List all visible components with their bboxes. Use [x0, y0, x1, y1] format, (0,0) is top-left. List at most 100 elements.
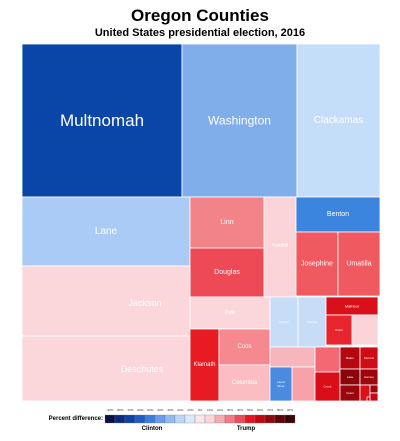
legend-swatch — [104, 414, 116, 424]
legend-tick-label: 40% — [237, 408, 243, 412]
county-cell-linn — [189, 196, 265, 249]
legend-tick-label: 30% — [227, 408, 233, 412]
county-label-josephine: Josephine — [301, 261, 333, 268]
legend-swatch — [284, 414, 296, 424]
county-label-baker: Baker — [346, 356, 354, 360]
legend-swatch — [134, 414, 146, 424]
county-label-linn: Linn — [220, 219, 233, 226]
county-cell-clackamas — [296, 43, 381, 198]
legend-tick-label: 20% — [217, 408, 223, 412]
legend-tick-label: 0% — [198, 408, 203, 412]
county-cell-clatsop — [297, 296, 327, 348]
county-label-morrow: Morrow — [364, 356, 375, 360]
county-label-washington: Washington — [208, 114, 271, 128]
legend-tick-label: -70% — [126, 408, 133, 412]
legend: Percent difference: -90% -80% -70% -60% -50%… — [49, 408, 296, 432]
county-label-douglas: Douglas — [214, 269, 240, 276]
county-cell-columbia — [218, 364, 271, 402]
legend-swatch — [174, 414, 186, 424]
legend-tick-label: -10% — [186, 408, 193, 412]
legend-swatch — [194, 414, 206, 424]
legend-tick-label: -40% — [156, 408, 163, 412]
county-label-jackson: Jackson — [128, 298, 161, 308]
county-label-lane: Lane — [95, 226, 118, 237]
county-cell-tillamook — [351, 314, 379, 346]
legend-swatch — [114, 414, 126, 424]
legend-ticks: -90% -80% -70% -60% -50% -40% -30% -20% -10% 0% 10… — [106, 408, 293, 412]
county-cell-multnomah — [21, 43, 183, 198]
county-cell-union — [325, 314, 353, 346]
legend-swatch — [234, 414, 246, 424]
county-label-lake: Lake — [347, 375, 354, 379]
county-label-hood-river: Hood River — [277, 380, 285, 388]
county-cell-lane — [21, 196, 191, 267]
treemap-cells: Multnomah Washington Clackamas Lane Linn Doug… — [21, 43, 381, 402]
county-cell-douglas — [189, 247, 265, 298]
county-label-columbia: Columbia — [232, 380, 258, 386]
county-cell-jackson — [21, 265, 191, 337]
legend-tick-label: -50% — [146, 408, 153, 412]
legend-swatch — [164, 414, 176, 424]
county-label-yamhill: Yamhill — [272, 243, 288, 249]
county-label-grant: Grant — [346, 391, 354, 395]
legend-tick-label: -80% — [116, 408, 123, 412]
legend-swatch — [254, 414, 266, 424]
county-cell-benton — [295, 196, 381, 233]
legend-tick-label: -90% — [106, 408, 113, 412]
county-cell-lincoln — [269, 296, 299, 348]
county-cell-polk — [189, 296, 271, 330]
legend-swatch — [264, 414, 276, 424]
county-cell-sherman — [369, 384, 379, 394]
legend-tick-label: 70% — [267, 408, 273, 412]
county-label-umatilla: Umatilla — [346, 261, 371, 268]
legend-swatch — [214, 414, 226, 424]
legend-tick-label: 50% — [247, 408, 253, 412]
legend-swatch — [124, 414, 136, 424]
legend-swatch — [144, 414, 156, 424]
legend-swatch — [184, 414, 196, 424]
county-cell-crook — [314, 371, 341, 402]
chart-title: Oregon Counties — [131, 6, 269, 25]
legend-swatch — [204, 414, 216, 424]
county-cell-wasco — [291, 366, 316, 402]
county-cell-umatilla — [337, 231, 381, 297]
county-label-malheur: Malheur — [345, 304, 360, 309]
county-cell-yamhill — [263, 196, 297, 298]
county-label-multnomah: Multnomah — [60, 111, 144, 130]
county-cell-gilliam — [369, 392, 379, 402]
legend-tick-label: -60% — [136, 408, 143, 412]
county-cell-klamath — [189, 328, 220, 402]
county-cell-josephine — [295, 231, 339, 297]
chart-subtitle: United States presidential election, 201… — [94, 27, 306, 39]
legend-swatch — [244, 414, 256, 424]
legend-tick-label: 10% — [207, 408, 213, 412]
legend-tick-label: -30% — [166, 408, 173, 412]
legend-swatch — [274, 414, 286, 424]
county-cell-deschutes — [21, 335, 191, 402]
legend-tick-label: -20% — [176, 408, 183, 412]
county-label-polk: Polk — [225, 310, 235, 316]
county-label-harney: Harney — [364, 375, 374, 379]
county-label-lincoln: Lincoln — [279, 320, 289, 324]
legend-label-trump: Trump — [237, 426, 256, 432]
legend-tick-label: 60% — [257, 408, 263, 412]
county-label-benton: Benton — [327, 211, 349, 218]
county-cell-jefferson — [314, 346, 341, 373]
legend-title: Percent difference: — [49, 416, 103, 422]
county-cell-curry — [269, 346, 316, 368]
county-label-union: Union — [335, 328, 343, 332]
legend-tick-label: 90% — [287, 408, 293, 412]
legend-label-clinton: Clinton — [142, 426, 163, 432]
legend-swatch — [154, 414, 166, 424]
county-label-clackamas: Clackamas — [314, 115, 363, 126]
county-label-deschutes: Deschutes — [121, 364, 164, 374]
county-label-klamath: Klamath — [193, 362, 215, 368]
legend-swatches — [104, 414, 296, 424]
county-label-crook: Crook — [323, 385, 332, 389]
legend-tick-label: 80% — [277, 408, 283, 412]
legend-swatch — [224, 414, 236, 424]
county-label-clatsop: Clatsop — [307, 320, 318, 324]
county-label-coos: Coos — [237, 344, 251, 350]
county-cell-wheeler — [366, 396, 371, 402]
